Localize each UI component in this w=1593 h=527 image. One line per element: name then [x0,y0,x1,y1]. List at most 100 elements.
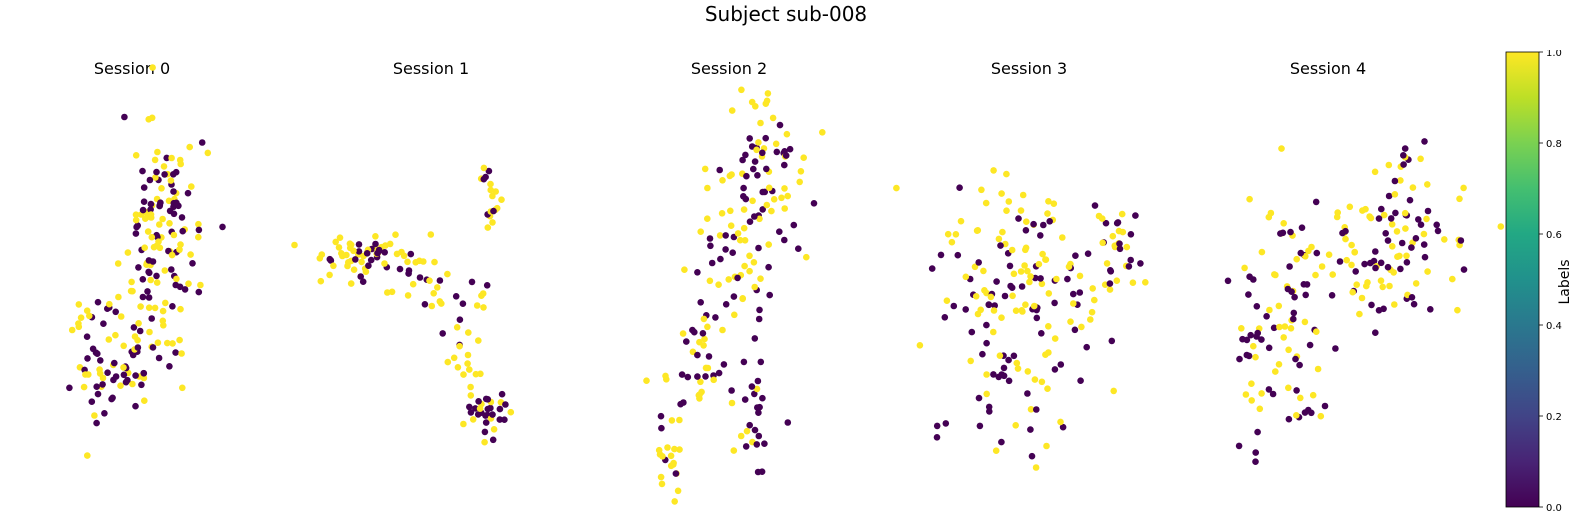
scatter-point [1285,415,1293,423]
scatter-point [658,424,665,432]
scatter-point [409,280,417,288]
scatter-point [1035,260,1043,268]
scatter-point [999,228,1006,236]
colorbar-tick-label: 0.4 [1546,321,1562,332]
scatter-point [135,264,142,271]
scatter-point [1051,299,1058,307]
scatter-point [189,260,196,267]
scatter-point [168,266,175,273]
scatter-point [1348,241,1355,249]
scatter-point [153,272,160,280]
scatter-point [1040,221,1047,229]
scatter-point [154,148,161,156]
scatter-point [139,276,147,283]
scatter-point [1142,279,1149,286]
scatter-point [1388,221,1396,228]
scatter-point [66,384,73,392]
scatter-point [132,152,140,159]
scatter-point [790,221,798,229]
scatter-point [1254,428,1261,436]
scatter-point [937,251,945,259]
scatter-point [985,403,993,411]
scatter-point [941,314,949,321]
scatter-point [738,86,745,94]
scatter-point [135,320,142,327]
scatter-point [367,256,375,264]
scatter-point [992,447,1000,455]
scatter-point [1400,152,1407,159]
scatter-point [452,293,460,300]
scatter-point [1001,292,1009,300]
scatter-point [1279,229,1287,237]
scatter-point [754,172,761,179]
scatter-point [1015,215,1022,222]
scatter-point [1454,306,1461,314]
scatter-point [195,288,203,296]
scatter-point [671,445,678,453]
scatter-point [501,416,508,424]
scatter-point [756,306,763,314]
scatter-point [80,383,88,391]
scatter-point [490,426,498,433]
scatter-point [725,276,732,283]
scatter-point [158,185,165,192]
scatter-point [1339,229,1346,237]
scatter-point [983,371,990,378]
scatter-point [1417,155,1424,163]
scatter-point [980,267,987,275]
scatter-point [722,232,729,239]
scatter-point [144,228,152,235]
scatter-point [1460,184,1467,192]
scatter-point [1099,239,1106,247]
scatter-point [741,396,749,403]
scatter-point [498,196,505,203]
scatter-point [741,262,748,270]
scatter-point [197,281,204,289]
scatter-point [1246,195,1253,203]
scatter-point [112,331,119,339]
scatter-point [751,390,758,398]
scatter-point [1353,281,1360,289]
scatter-point [149,64,156,71]
scatter-point [482,395,490,403]
scatter-point [93,383,100,391]
scatter-point [140,198,148,205]
scatter-point [1349,288,1356,296]
colorbar-gradient [1505,51,1540,508]
scatter-point [170,188,177,195]
scatter-point [718,210,726,217]
scatter-point [1434,227,1442,235]
scatter-point [317,277,325,285]
scatter-point [996,352,1004,360]
scatter-point [147,276,154,284]
scatter-point [444,270,451,278]
scatter-point [759,206,766,213]
scatter-point [657,412,665,420]
scatter-point [139,206,147,214]
scatter-point [701,335,708,343]
scatter-point [1380,211,1388,219]
scatter-point [1102,219,1110,227]
scatter-point [1059,423,1067,431]
scatter-point [176,246,183,253]
scatter-point [129,351,137,359]
scatter-point [473,302,481,309]
scatter-point [1393,228,1401,235]
scatter-point [467,409,475,416]
scatter-point [477,370,484,378]
scatter-point [453,324,461,331]
scatter-point [740,224,748,232]
scatter-point [1303,281,1311,288]
scatter-point [1292,355,1299,363]
scatter-point [146,176,154,184]
scatter-point [195,226,203,234]
scatter-point [1280,220,1287,227]
scatter-point [1329,271,1336,278]
scatter-point [755,315,763,323]
scatter-point [1072,252,1079,259]
scatter-point [112,308,119,316]
scatter-point [1386,282,1393,290]
scatter-point [120,364,127,371]
scatter-point [1401,209,1409,217]
scatter-point [431,258,438,266]
